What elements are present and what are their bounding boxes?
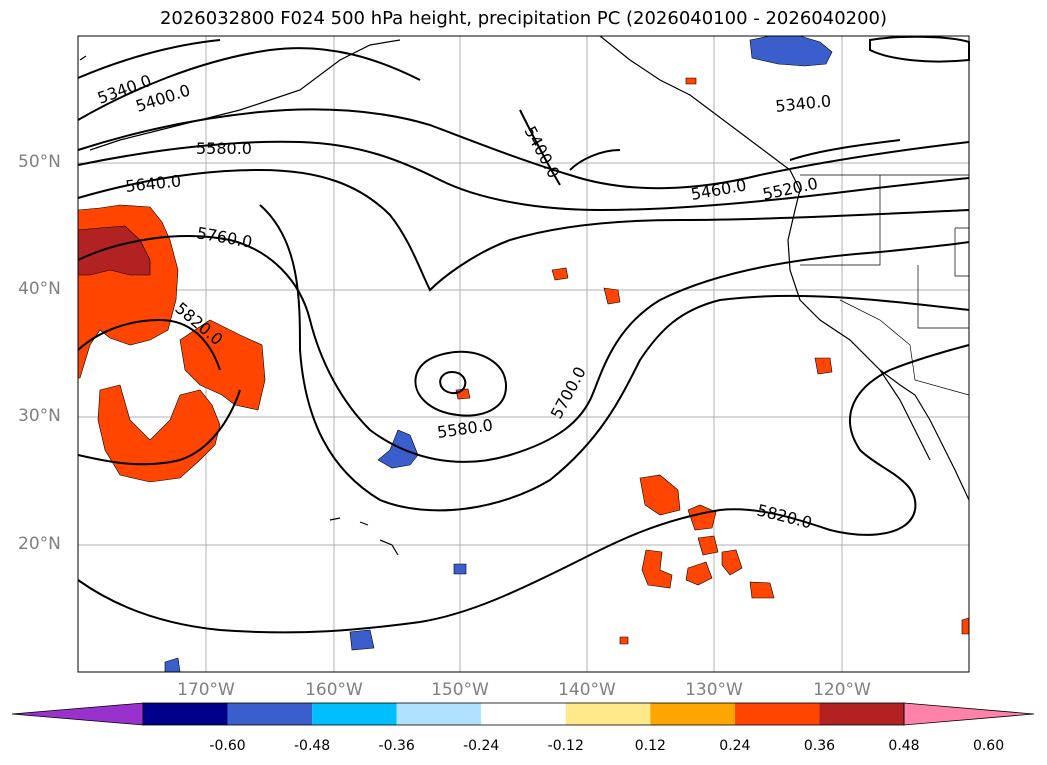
lon-label: 120°W	[813, 680, 871, 700]
colorbar-tick-label: -0.48	[293, 738, 331, 754]
precip-negative	[164, 35, 833, 673]
colorbar-segment	[734, 703, 820, 725]
colorbar-frame	[142, 702, 905, 726]
colorbar-segment	[143, 703, 228, 725]
lon-label: 170°W	[177, 680, 235, 700]
height-contours	[77, 35, 970, 634]
map-frame	[77, 35, 970, 673]
colorbar-segment	[481, 703, 566, 725]
colorbar-tick-label: -0.12	[547, 738, 584, 754]
map-panel: 5340.0 5400.0 5580.0 5640.0 5760.0 5820.…	[77, 35, 970, 673]
lat-label: 20°N	[18, 534, 61, 554]
colorbar-segment	[819, 703, 904, 725]
colorbar-tick-label: 0.48	[888, 738, 920, 754]
colorbar-segment	[565, 703, 651, 725]
colorbar-tick-label: 0.60	[972, 738, 1005, 754]
colorbar-tick-label: 0.24	[719, 738, 751, 754]
colorbar-extend-high	[903, 702, 1035, 726]
colorbar-extend-low	[11, 702, 144, 726]
lat-label: 40°N	[18, 279, 61, 299]
contour-label: 5580.0	[196, 139, 252, 158]
colorbar-segment	[312, 703, 397, 725]
colorbar-tick-label: -0.24	[463, 738, 500, 754]
colorbar-tick-label: -0.60	[209, 738, 246, 754]
colorbar-segment	[396, 703, 482, 725]
lat-label: 50°N	[18, 152, 61, 172]
colorbar-tick-label: 0.36	[803, 738, 836, 754]
lon-label: 150°W	[431, 680, 489, 700]
precip-positive	[77, 77, 970, 645]
lon-label: 160°W	[305, 680, 363, 700]
lon-label: 140°W	[558, 680, 616, 700]
colorbar-tick-label: -0.36	[378, 738, 415, 754]
borders	[800, 174, 970, 396]
map-title: 2026032800 F024 500 hPa height, precipit…	[159, 8, 888, 29]
colorbar-segment	[650, 703, 735, 725]
colorbar-tick-label: 0.12	[634, 738, 666, 754]
colorbar-segment	[227, 703, 313, 725]
coastlines	[79, 35, 970, 556]
lat-label: 30°N	[18, 406, 61, 426]
lon-label: 130°W	[685, 680, 743, 700]
